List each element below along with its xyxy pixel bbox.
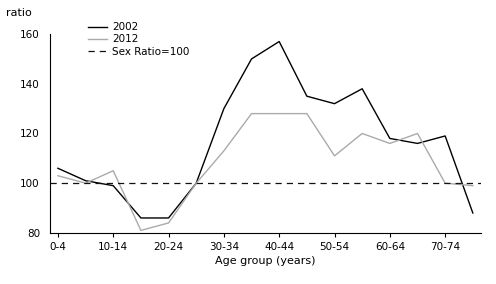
2002 [138,216,144,220]
Line: 2002: 2002 [58,41,473,218]
2002 [359,87,365,90]
2002 [221,107,227,110]
Sex Ratio=100 [82,181,88,185]
2012 [331,154,337,158]
2002 [82,179,88,182]
2002 [304,95,310,98]
2012 [82,181,88,185]
2012 [55,174,61,178]
2002 [110,184,116,187]
X-axis label: Age group (years): Age group (years) [215,256,315,266]
2002 [442,134,448,138]
2012 [110,169,116,172]
2002 [193,181,199,185]
2002 [331,102,337,105]
Legend: 2002, 2012, Sex Ratio=100: 2002, 2012, Sex Ratio=100 [84,18,194,61]
2002 [415,142,421,145]
2002 [387,137,393,140]
Line: 2012: 2012 [58,114,473,230]
2012 [276,112,282,115]
2012 [193,181,199,185]
Text: ratio: ratio [6,8,32,18]
2002 [276,40,282,43]
2012 [138,229,144,232]
2012 [442,181,448,185]
2012 [166,221,172,225]
2002 [166,216,172,220]
2012 [304,112,310,115]
2012 [415,132,421,135]
Sex Ratio=100 [55,181,61,185]
2012 [248,112,254,115]
2012 [470,184,476,187]
2002 [470,211,476,215]
2012 [387,142,393,145]
2002 [55,166,61,170]
2002 [248,57,254,60]
2012 [359,132,365,135]
2012 [221,149,227,153]
